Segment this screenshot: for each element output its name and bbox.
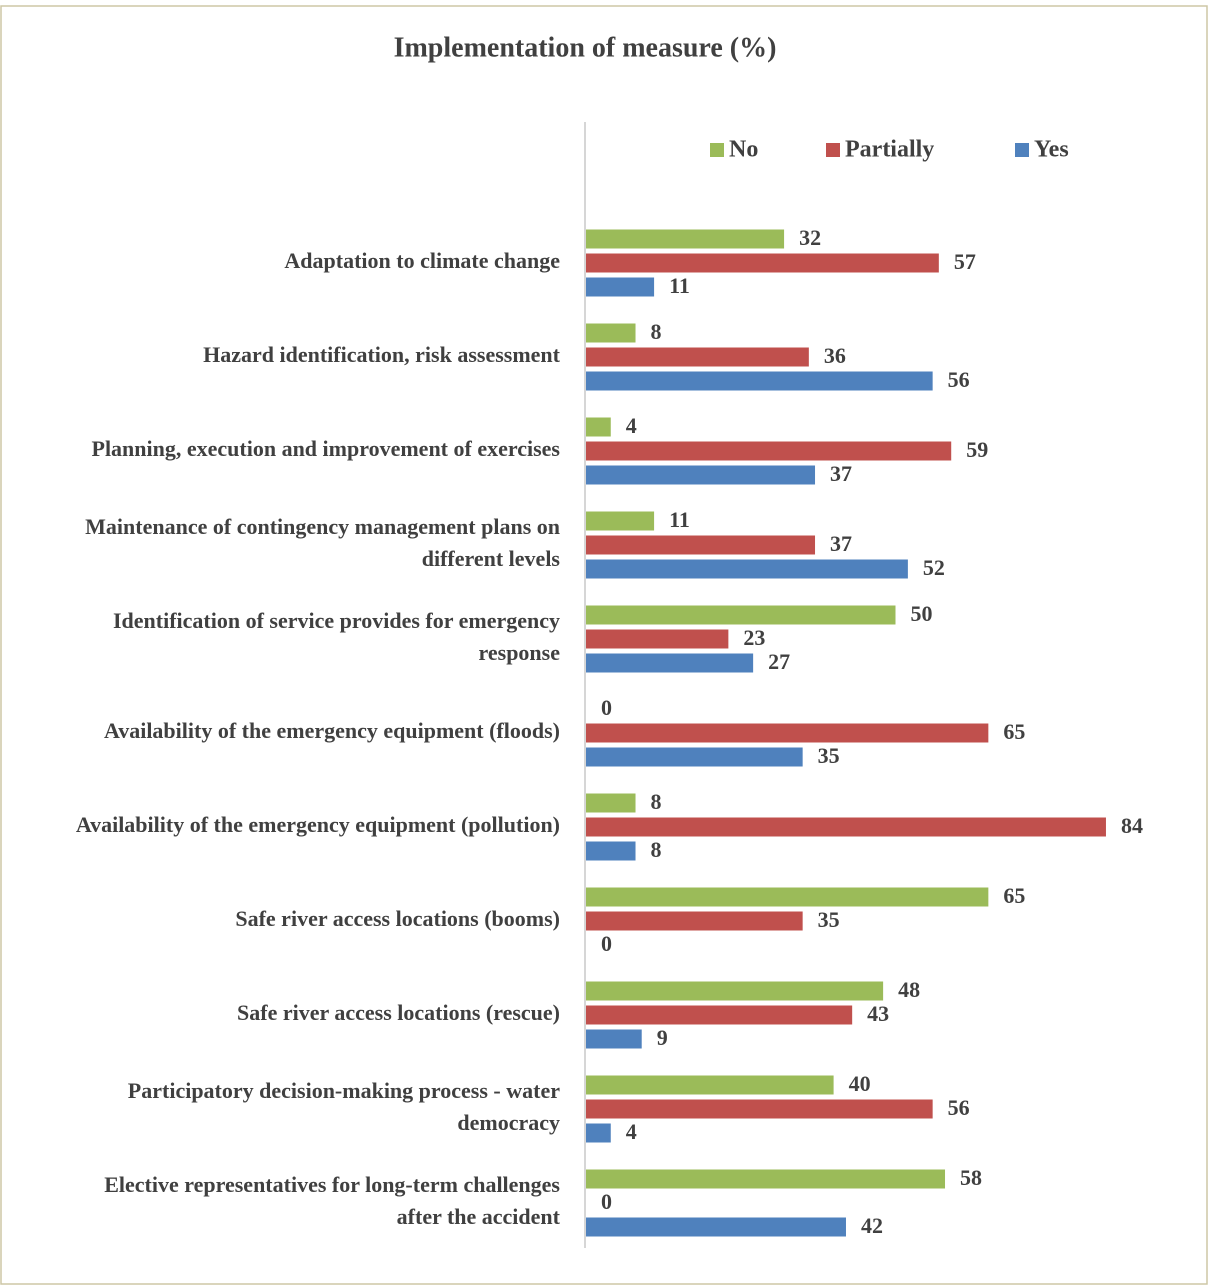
value-label: 56 (948, 367, 970, 392)
legend-swatch (826, 143, 840, 157)
category-label: Participatory decision-making process - … (128, 1078, 560, 1135)
category-label: Availability of the emergency equipment … (104, 718, 560, 743)
bar (586, 441, 952, 461)
value-label: 52 (923, 555, 945, 580)
bar (586, 277, 655, 297)
chart-border (0, 5, 1208, 1285)
value-label: 36 (824, 343, 846, 368)
bar (586, 465, 816, 485)
value-label: 4 (626, 413, 637, 438)
value-label: 4 (626, 1119, 637, 1144)
bar (586, 535, 816, 555)
value-label: 8 (651, 789, 662, 814)
category-label: Elective representatives for long-term c… (104, 1172, 560, 1229)
value-label: 11 (669, 273, 690, 298)
value-label: 8 (651, 837, 662, 862)
bar (586, 1123, 611, 1143)
bar (586, 347, 809, 367)
legend-label: Partially (845, 137, 934, 163)
value-label: 8 (651, 319, 662, 344)
value-label: 50 (911, 601, 933, 626)
bar (586, 817, 1106, 837)
chart-title: Implementation of measure (%) (394, 32, 777, 63)
category-label: Adaptation to climate change (284, 248, 560, 273)
value-label: 59 (966, 437, 988, 462)
value-label: 35 (818, 743, 840, 768)
value-label: 84 (1121, 813, 1143, 838)
value-label: 57 (954, 249, 976, 274)
category-label: Planning, execution and improvement of e… (92, 436, 561, 461)
bar (586, 887, 989, 907)
bar (586, 371, 933, 391)
bar (586, 1217, 846, 1237)
bar (586, 1029, 642, 1049)
bar (586, 323, 636, 343)
bar (586, 723, 989, 743)
value-label: 11 (669, 507, 690, 532)
category-label: Hazard identification, risk assessment (203, 342, 561, 367)
value-label: 0 (601, 1189, 612, 1214)
bar (586, 981, 884, 1001)
category-label: Maintenance of contingency management pl… (85, 514, 560, 571)
bar (586, 229, 785, 249)
value-label: 58 (960, 1165, 982, 1190)
bar (586, 793, 636, 813)
value-label: 32 (799, 225, 821, 250)
bar (586, 1099, 933, 1119)
category-label: Identification of service provides for e… (113, 608, 560, 665)
bar (586, 511, 655, 531)
bar (586, 747, 803, 767)
bar (586, 1169, 946, 1189)
value-label: 37 (830, 531, 852, 556)
legend-label: No (729, 137, 758, 163)
bar (586, 417, 611, 437)
value-label: 37 (830, 461, 852, 486)
value-label: 65 (1003, 719, 1025, 744)
bar (586, 1075, 834, 1095)
value-label: 0 (601, 931, 612, 956)
value-label: 35 (818, 907, 840, 932)
bar (586, 911, 803, 931)
value-label: 9 (657, 1025, 668, 1050)
value-label: 65 (1003, 883, 1025, 908)
category-label: Safe river access locations (rescue) (237, 1000, 560, 1025)
value-label: 0 (601, 695, 612, 720)
bar (586, 605, 896, 625)
category-label: Safe river access locations (booms) (235, 906, 560, 931)
category-label: Availability of the emergency equipment … (76, 812, 560, 837)
value-label: 43 (867, 1001, 889, 1026)
value-label: 27 (768, 649, 790, 674)
value-label: 42 (861, 1213, 883, 1238)
legend-label: Yes (1034, 137, 1069, 163)
value-label: 48 (898, 977, 920, 1002)
bar (586, 629, 729, 649)
legend-swatch (710, 143, 724, 157)
value-label: 40 (849, 1071, 871, 1096)
bar (586, 253, 939, 273)
legend-swatch (1015, 143, 1029, 157)
bar (586, 1005, 853, 1025)
bar (586, 559, 908, 579)
value-label: 23 (743, 625, 765, 650)
value-label: 56 (948, 1095, 970, 1120)
bar (586, 653, 754, 673)
bar (586, 841, 636, 861)
